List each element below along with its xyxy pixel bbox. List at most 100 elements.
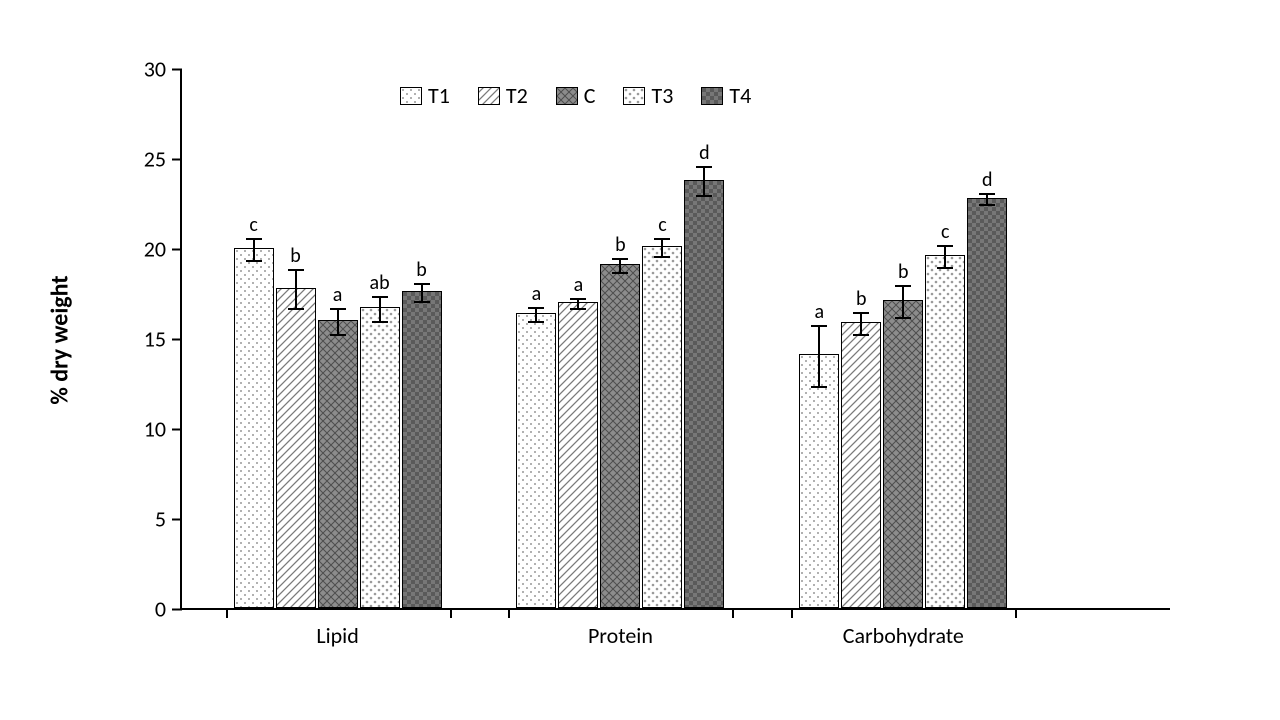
legend-label: T3 [651,82,673,109]
legend-item-c: C [556,82,596,109]
significance-label: b [290,244,301,268]
error-cap [937,245,953,247]
bar [684,180,724,608]
error-cap [330,334,346,336]
error-bar [703,167,705,196]
bar [642,246,682,608]
significance-label: c [249,213,257,237]
plot-area: 051015202530LipidcbaabbProteinaabcdCarbo… [180,70,1170,610]
error-cap [811,325,827,327]
y-tick-mark [172,338,182,340]
y-tick: 5 [155,506,182,533]
error-bar [902,286,904,318]
legend-swatch [623,87,645,105]
significance-label: b [898,260,909,284]
error-bar [860,313,862,335]
legend-item-t3: T3 [623,82,673,109]
chart-container: 051015202530LipidcbaabbProteinaabcdCarbo… [0,0,1280,720]
error-cap [330,308,346,310]
significance-label: b [416,258,427,282]
legend-item-t2: T2 [478,82,528,109]
error-cap [528,321,544,323]
error-cap [246,238,262,240]
y-tick-mark [172,68,182,70]
y-tick-label: 10 [144,416,166,443]
x-tick-mark [1015,608,1017,618]
bar [600,264,640,608]
error-bar [295,270,297,310]
y-tick-label: 5 [155,506,166,533]
y-tick-mark [172,518,182,520]
error-bar [619,259,621,273]
error-bar [421,284,423,302]
y-tick-mark [172,608,182,610]
error-cap [246,260,262,262]
x-category-label: Carbohydrate [843,622,964,649]
error-cap [288,269,304,271]
error-bar [535,308,537,322]
y-tick-label: 0 [155,596,166,623]
error-cap [979,193,995,195]
error-cap [414,283,430,285]
error-cap [696,195,712,197]
error-cap [372,296,388,298]
significance-label: a [574,273,584,297]
significance-label: d [982,168,993,192]
bar [276,288,316,608]
x-category-label: Lipid [316,622,358,649]
error-cap [979,204,995,206]
x-tick-mark [508,608,510,618]
error-bar [661,239,663,257]
y-tick-mark [172,428,182,430]
significance-label: ab [370,271,390,295]
error-cap [288,308,304,310]
error-cap [853,334,869,336]
error-cap [895,317,911,319]
error-cap [696,166,712,168]
significance-label: a [333,283,343,307]
error-cap [372,321,388,323]
bar [402,291,442,608]
significance-label: c [941,220,949,244]
significance-label: a [814,300,824,324]
bar [234,248,274,608]
error-bar [337,309,339,334]
error-cap [937,267,953,269]
error-cap [570,298,586,300]
bar [558,302,598,608]
error-cap [570,308,586,310]
y-tick-mark [172,158,182,160]
x-tick-mark [732,608,734,618]
bar [516,313,556,608]
significance-label: a [532,282,542,306]
bar [883,300,923,608]
legend-swatch [400,87,422,105]
error-cap [414,301,430,303]
bar [925,255,965,608]
significance-label: b [856,287,867,311]
legend: T1T2CT3T4 [400,82,751,109]
y-tick: 10 [144,416,182,443]
x-tick-mark [450,608,452,618]
bar [967,198,1007,608]
legend-swatch [701,87,723,105]
legend-label: T1 [428,82,450,109]
y-axis-title: % dry weight [46,275,75,404]
y-tick: 25 [144,146,182,173]
error-cap [811,386,827,388]
error-bar [379,297,381,322]
error-bar [944,246,946,268]
error-cap [895,285,911,287]
y-tick: 0 [155,596,182,623]
error-bar [253,239,255,261]
bar [799,354,839,608]
error-cap [654,256,670,258]
y-tick-label: 25 [144,146,166,173]
legend-swatch [556,87,578,105]
error-cap [612,272,628,274]
y-tick-mark [172,248,182,250]
error-cap [612,258,628,260]
y-tick-label: 15 [144,326,166,353]
x-category-label: Protein [588,622,653,649]
x-tick-mark [226,608,228,618]
